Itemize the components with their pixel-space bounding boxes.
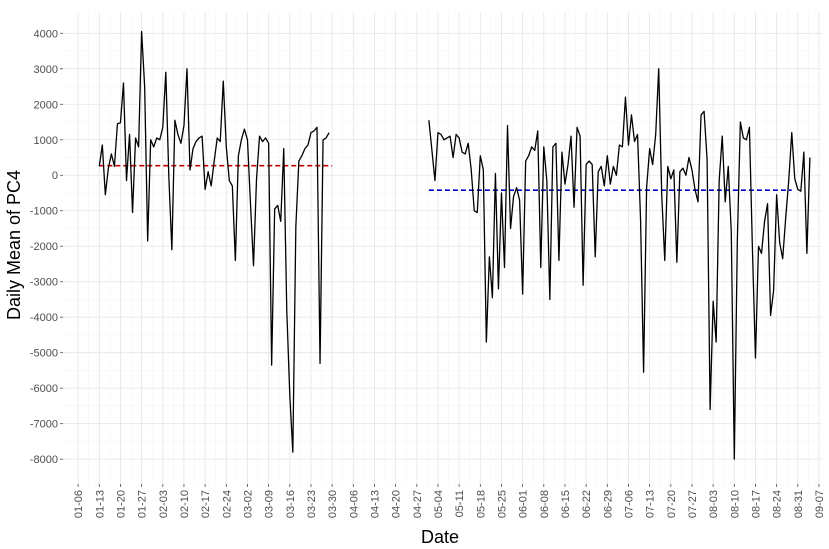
reference-lines xyxy=(99,164,792,191)
y-axis-ticks: -8000 -7000 -6000 -5000 -4000 -3000 -2000 -1000… xyxy=(30,28,63,466)
x-tick-label: 08-24 xyxy=(772,490,784,518)
series-line-segment-1 xyxy=(98,30,330,453)
x-tick-label: 05-11 xyxy=(454,490,466,517)
y-tick-label: 4000 xyxy=(34,28,58,40)
x-tick-label: 04-27 xyxy=(412,490,424,518)
x-tick-label: 02-17 xyxy=(200,490,212,518)
y-tick-label: 0 xyxy=(52,170,58,182)
x-tick-label: 03-30 xyxy=(327,490,339,518)
x-tick-label: 08-10 xyxy=(729,490,741,518)
x-axis-title: Date xyxy=(421,527,459,547)
x-tick-label: 04-06 xyxy=(348,490,360,518)
y-tick-label: -1000 xyxy=(30,206,58,218)
x-tick-label: 03-02 xyxy=(242,490,254,518)
x-tick-label: 06-08 xyxy=(539,490,551,518)
x-tick-label: 01-20 xyxy=(115,490,127,518)
y-tick-label: -3000 xyxy=(30,277,58,289)
x-tick-label: 07-27 xyxy=(687,490,699,518)
x-tick-label: 05-25 xyxy=(496,490,508,518)
x-axis-ticks: 01-06 01-13 01-20 01-27 02-03 02-10 02-17 02-24… xyxy=(73,484,826,518)
x-tick-label: 02-10 xyxy=(179,490,191,518)
x-tick-label: 02-03 xyxy=(158,490,170,518)
x-tick-label: 07-06 xyxy=(623,490,635,518)
grid-minor xyxy=(63,12,822,484)
series-lines xyxy=(98,30,811,460)
y-tick-label: -2000 xyxy=(30,241,58,253)
y-tick-label: -8000 xyxy=(30,454,58,466)
y-tick-label: -4000 xyxy=(30,312,58,324)
x-tick-label: 09-07 xyxy=(814,490,826,518)
x-tick-label: 03-09 xyxy=(264,490,276,518)
x-tick-label: 08-17 xyxy=(750,490,762,518)
y-tick-label: -7000 xyxy=(30,419,58,431)
x-tick-label: 03-16 xyxy=(285,490,297,518)
y-tick-label: -6000 xyxy=(30,383,58,395)
series-line-segment-2 xyxy=(428,68,811,460)
x-tick-label: 04-20 xyxy=(391,490,403,518)
x-tick-label: 01-27 xyxy=(137,490,149,518)
x-tick-label: 07-13 xyxy=(645,490,657,518)
x-tick-label: 03-23 xyxy=(306,490,318,518)
x-tick-label: 08-03 xyxy=(708,490,720,518)
x-tick-label: 05-18 xyxy=(475,490,487,518)
y-tick-label: 1000 xyxy=(34,135,58,147)
x-tick-label: 07-20 xyxy=(666,490,678,518)
x-tick-label: 06-15 xyxy=(560,490,572,518)
x-tick-label: 02-24 xyxy=(221,490,233,518)
y-tick-label: 3000 xyxy=(34,64,58,76)
x-tick-label: 01-06 xyxy=(73,490,85,518)
x-tick-label: 06-22 xyxy=(581,490,593,518)
x-tick-label: 06-29 xyxy=(602,490,614,518)
x-tick-label: 06-01 xyxy=(518,490,530,518)
x-tick-label: 04-13 xyxy=(369,490,381,518)
x-tick-label: 01-13 xyxy=(94,490,106,518)
x-tick-label: 08-31 xyxy=(793,490,805,518)
y-tick-label: 2000 xyxy=(34,99,58,111)
y-tick-label: -5000 xyxy=(30,348,58,360)
x-tick-label: 05-04 xyxy=(433,490,445,518)
y-axis-title: Daily Mean of PC4 xyxy=(4,170,24,320)
grid-major xyxy=(63,12,822,484)
